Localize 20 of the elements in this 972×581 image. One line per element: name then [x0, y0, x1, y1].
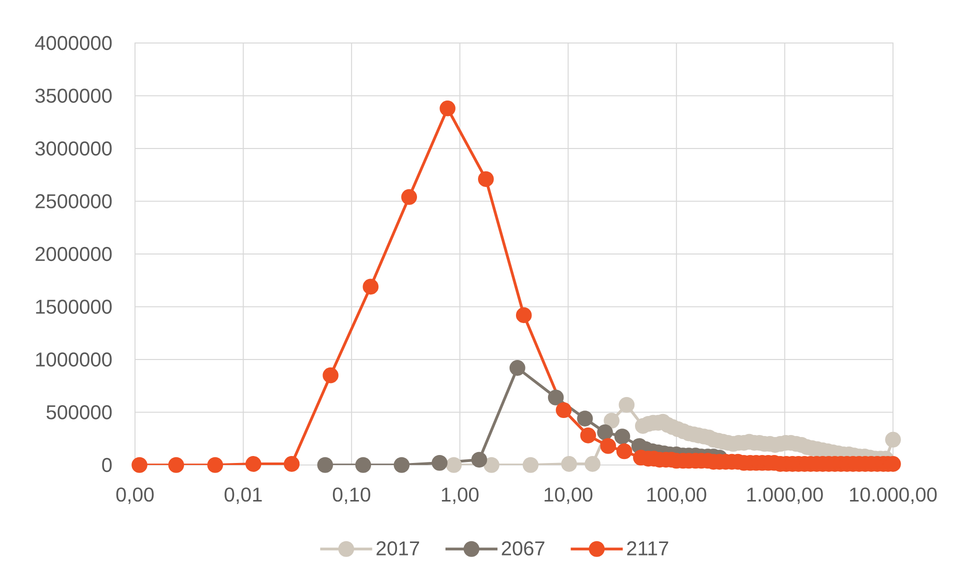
- y-tick-label: 1500000: [36, 300, 112, 314]
- x-tick-label: 0,10: [332, 488, 370, 504]
- x-tick-label: 1.000,00: [747, 488, 823, 504]
- legend-label: 2067: [502, 541, 544, 556]
- x-tick-label: 10,00: [544, 488, 592, 504]
- y-tick-label: 500000: [46, 405, 112, 420]
- y-tick-label: 4000000: [35, 36, 112, 50]
- x-tick-label: 0,01: [224, 488, 262, 504]
- legend-label: 2017: [376, 541, 420, 556]
- x-tick-label: 0,00: [116, 488, 154, 504]
- y-tick-label: 3500000: [35, 88, 112, 103]
- x-tick-label: 10.000,00: [850, 488, 937, 504]
- y-tick-label: 2500000: [36, 194, 112, 208]
- y-tick-label: 0: [102, 458, 112, 472]
- x-tick-label: 100,00: [647, 488, 706, 504]
- y-tick-label: 1000000: [36, 352, 112, 367]
- y-tick-label: 3000000: [35, 141, 112, 156]
- legend-label: 2117: [627, 541, 668, 556]
- x-tick-label: 1,00: [442, 488, 479, 504]
- y-tick-label: 2000000: [36, 246, 112, 262]
